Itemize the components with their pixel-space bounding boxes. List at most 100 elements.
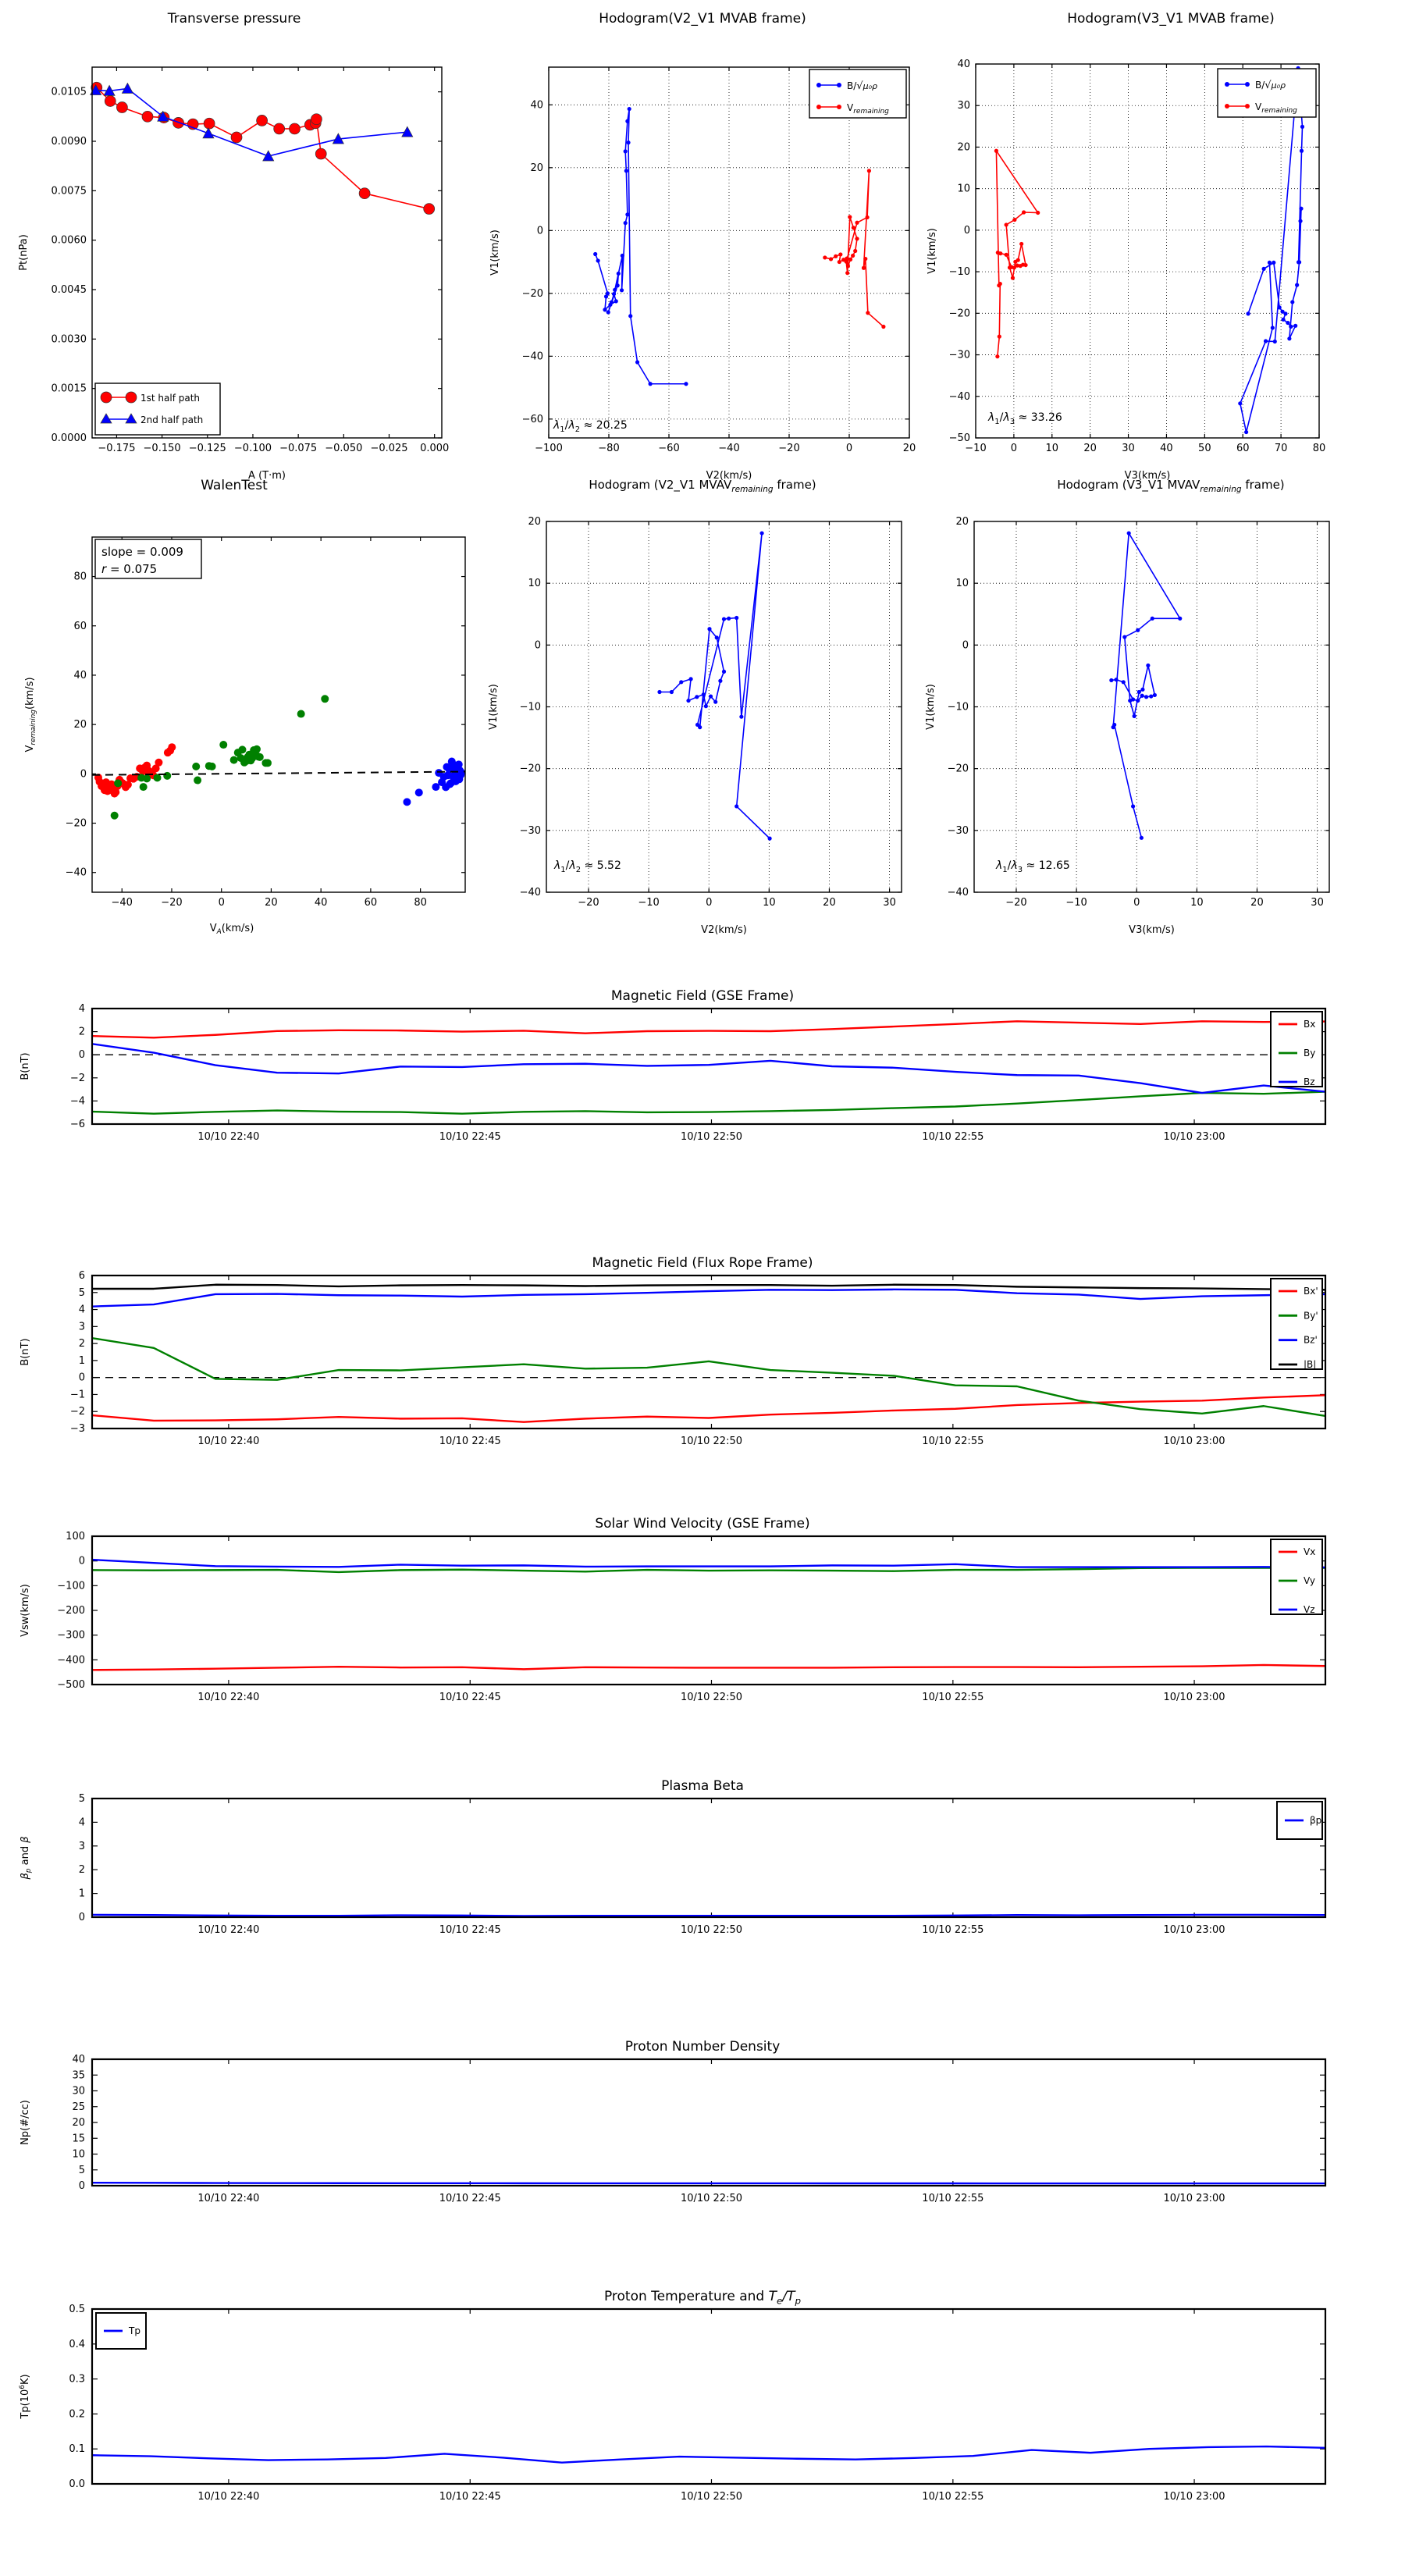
svg-text:20: 20 bbox=[955, 516, 969, 528]
svg-text:80: 80 bbox=[73, 571, 87, 583]
svg-text:−60: −60 bbox=[522, 414, 543, 425]
panel-title: Proton Temperature and Te/Tp bbox=[603, 2289, 802, 2307]
solar-wind-velocity-plot: 10/10 22:40 10/10 22:45 10/10 22:50 10/10 2… bbox=[20, 1531, 1327, 1703]
svg-text:−40: −40 bbox=[718, 443, 739, 454]
svg-text:−100: −100 bbox=[535, 443, 563, 454]
svg-text:10/10 23:00: 10/10 23:00 bbox=[1164, 2193, 1225, 2204]
svg-text:−10: −10 bbox=[638, 897, 659, 909]
svg-text:30: 30 bbox=[1122, 443, 1135, 454]
svg-text:10/10 22:40: 10/10 22:40 bbox=[197, 2491, 259, 2503]
svg-text:40: 40 bbox=[1160, 443, 1173, 454]
svg-text:40: 40 bbox=[315, 897, 328, 909]
svg-text:−4: −4 bbox=[70, 1095, 85, 1107]
svg-text:0.0030: 0.0030 bbox=[52, 333, 87, 345]
panel-title: Magnetic Field (GSE Frame) bbox=[610, 988, 795, 1004]
svg-text:−300: −300 bbox=[57, 1630, 85, 1642]
svg-text:−30: −30 bbox=[948, 825, 969, 837]
svg-text:−60: −60 bbox=[658, 443, 679, 454]
panel-magnetic-field-fluxrope: Magnetic Field (Flux Rope Frame) 10/10 2… bbox=[0, 1210, 1405, 1468]
svg-text:0.0: 0.0 bbox=[69, 2478, 85, 2490]
svg-text:−1: −1 bbox=[70, 1389, 85, 1400]
svg-text:2: 2 bbox=[79, 1864, 85, 1876]
svg-text:10/10 23:00: 10/10 23:00 bbox=[1164, 1924, 1225, 1936]
svg-text:0: 0 bbox=[964, 225, 970, 237]
svg-text:−20: −20 bbox=[522, 288, 543, 300]
svg-text:60: 60 bbox=[73, 621, 87, 632]
panel-title: Plasma Beta bbox=[661, 1778, 744, 1794]
svg-text:2nd half path: 2nd half path bbox=[140, 415, 203, 425]
panel-hodogram-v2v1-mvab: Hodogram(V2_V1 MVAB frame) −100 −80 −60 −40… bbox=[468, 0, 937, 482]
svg-text:0.0015: 0.0015 bbox=[52, 383, 87, 395]
svg-text:Bz': Bz' bbox=[1304, 1335, 1318, 1346]
svg-text:60: 60 bbox=[1236, 443, 1250, 454]
svg-text:B(nT): B(nT) bbox=[20, 1338, 31, 1365]
svg-text:5: 5 bbox=[79, 1793, 85, 1805]
panel-title: Hodogram (V3_V1 MVAVremaining frame) bbox=[1057, 478, 1285, 494]
svg-text:−0.150: −0.150 bbox=[144, 443, 181, 454]
svg-text:4: 4 bbox=[79, 1003, 85, 1015]
panel-hodogram-v3v1-mvav: Hodogram (V3_V1 MVAVremaining frame) −20… bbox=[925, 468, 1405, 936]
proton-temperature-plot: 10/10 22:40 10/10 22:45 10/10 22:50 10/10 2… bbox=[19, 2304, 1327, 2503]
svg-text:βp and β: βp and β bbox=[20, 1836, 33, 1880]
panel-transverse-pressure: Transverse pressure −0.175 −0.150 −0.125 −0… bbox=[0, 0, 468, 482]
svg-text:−40: −40 bbox=[66, 867, 87, 879]
hodogram-v2v1-mvav-plot: −20 −10 0 10 20 30 −40 −30 −20 −10 0 10 20 V1(km/s) V2… bbox=[488, 516, 902, 936]
svg-text:βp: βp bbox=[1310, 1815, 1321, 1826]
svg-text:−0.125: −0.125 bbox=[189, 443, 226, 454]
svg-text:40: 40 bbox=[73, 670, 87, 681]
svg-text:Vy: Vy bbox=[1304, 1575, 1315, 1586]
svg-text:−30: −30 bbox=[949, 350, 970, 361]
svg-text:0: 0 bbox=[79, 2180, 85, 2192]
svg-text:0: 0 bbox=[79, 1372, 85, 1384]
panel-hodogram-v2v1-mvav: Hodogram (V2_V1 MVAVremaining frame) −20… bbox=[468, 468, 937, 936]
svg-text:10: 10 bbox=[528, 578, 541, 589]
svg-text:Vx: Vx bbox=[1304, 1546, 1315, 1557]
svg-text:V1(km/s): V1(km/s) bbox=[488, 684, 500, 730]
svg-text:0.0000: 0.0000 bbox=[52, 432, 87, 444]
svg-text:6: 6 bbox=[79, 1270, 85, 1282]
svg-text:λ1/λ3 ≈ 33.26: λ1/λ3 ≈ 33.26 bbox=[987, 411, 1062, 426]
svg-text:1: 1 bbox=[79, 1355, 85, 1367]
svg-text:10/10 22:40: 10/10 22:40 bbox=[197, 1436, 259, 1447]
svg-text:V3(km/s): V3(km/s) bbox=[1125, 470, 1171, 482]
svg-text:0: 0 bbox=[962, 639, 969, 651]
svg-text:A (T·m): A (T·m) bbox=[248, 470, 286, 482]
svg-text:V1(km/s): V1(km/s) bbox=[927, 228, 938, 274]
panel-solar-wind-velocity: Solar Wind Velocity (GSE Frame) 10/10 22… bbox=[0, 1468, 1405, 1717]
svg-text:r = 0.075: r = 0.075 bbox=[101, 562, 157, 576]
svg-text:5: 5 bbox=[79, 1287, 85, 1299]
svg-text:50: 50 bbox=[1198, 443, 1211, 454]
svg-text:Bz: Bz bbox=[1304, 1076, 1315, 1087]
svg-text:70: 70 bbox=[1275, 443, 1288, 454]
svg-text:Tp: Tp bbox=[128, 2325, 140, 2336]
svg-text:0: 0 bbox=[537, 225, 543, 237]
svg-text:10/10 22:50: 10/10 22:50 bbox=[681, 2491, 742, 2503]
svg-text:10/10 22:45: 10/10 22:45 bbox=[439, 2491, 501, 2503]
svg-text:0.0090: 0.0090 bbox=[52, 136, 87, 148]
svg-text:20: 20 bbox=[530, 162, 543, 174]
panel-magnetic-field-gse: Magnetic Field (GSE Frame) 10/10 22:40 10… bbox=[0, 960, 1405, 1171]
hodogram-v2v1-mvab-plot: −100 −80 −60 −40 −20 0 20 −60 −40 −20 0 20 40 V1(km/s… bbox=[489, 66, 916, 482]
transverse-pressure-plot: −0.175 −0.150 −0.125 −0.100 −0.075 −0.050 −0.0… bbox=[18, 66, 449, 482]
svg-text:−10: −10 bbox=[949, 266, 970, 278]
svg-text:−2: −2 bbox=[70, 1073, 85, 1084]
svg-text:Vremaining(km/s): Vremaining(km/s) bbox=[24, 677, 37, 752]
svg-text:30: 30 bbox=[957, 100, 970, 112]
svg-text:40: 40 bbox=[72, 2054, 85, 2065]
svg-text:0: 0 bbox=[1133, 897, 1140, 909]
svg-text:10/10 22:50: 10/10 22:50 bbox=[681, 1924, 742, 1936]
magnetic-field-fluxrope-plot: 10/10 22:40 10/10 22:45 10/10 22:50 10/10 2… bbox=[20, 1270, 1327, 1447]
svg-text:5: 5 bbox=[79, 2165, 85, 2176]
svg-text:2: 2 bbox=[79, 1026, 85, 1038]
svg-text:20: 20 bbox=[903, 443, 916, 454]
svg-text:0.4: 0.4 bbox=[69, 2339, 85, 2350]
svg-text:10: 10 bbox=[72, 2149, 85, 2161]
svg-text:V2(km/s): V2(km/s) bbox=[706, 470, 752, 482]
panel-title: Hodogram(V3_V1 MVAB frame) bbox=[1067, 11, 1275, 27]
svg-text:0: 0 bbox=[80, 768, 87, 780]
svg-text:−20: −20 bbox=[161, 897, 182, 909]
svg-text:0: 0 bbox=[846, 443, 852, 454]
svg-text:10: 10 bbox=[957, 183, 970, 195]
svg-text:30: 30 bbox=[72, 2086, 85, 2097]
svg-text:1: 1 bbox=[79, 1888, 85, 1900]
